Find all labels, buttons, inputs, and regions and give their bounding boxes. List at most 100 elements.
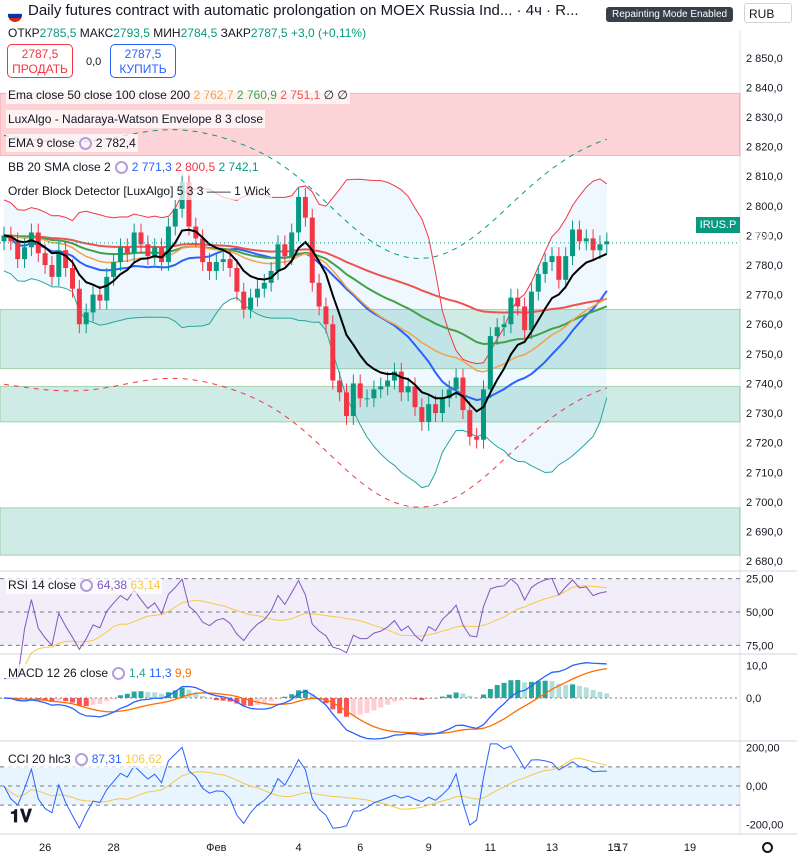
legend-cci[interactable]: CCI 20 hlc3 87,31 106,62 [6, 750, 164, 768]
y-tick-label: 2 710,0 [746, 467, 783, 479]
visibility-icon[interactable] [78, 137, 92, 150]
candle-body [22, 247, 28, 260]
y-tick-label: 2 700,0 [746, 497, 783, 509]
candle-body [8, 235, 14, 242]
cci-y-tick-label: -200,00 [746, 819, 783, 831]
candle-body [583, 238, 589, 242]
candle-body [275, 244, 281, 271]
settings-icon[interactable] [762, 842, 773, 853]
candle-body [200, 238, 206, 263]
visibility-icon[interactable] [112, 667, 126, 680]
macd-hist-bar [583, 687, 589, 698]
candle-body [446, 389, 452, 399]
ema9-line [3, 228, 608, 413]
y-tick-label: 2 690,0 [746, 527, 783, 539]
candle-body [56, 250, 62, 277]
macd-hist-bar [528, 681, 534, 698]
candle-body [494, 327, 500, 337]
candle-body [282, 244, 288, 257]
legend-nadaraya[interactable]: LuxAlgo - Nadaraya-Watson Envelope 8 3 c… [6, 110, 266, 128]
candle-body [63, 250, 69, 268]
russia-flag-icon [8, 8, 22, 22]
y-tick-label: 2 830,0 [746, 112, 783, 124]
legend-ema-triple[interactable]: Ema close 50 close 100 close 200 2 762,7… [6, 86, 350, 104]
candle-body [152, 247, 158, 257]
visibility-icon[interactable] [80, 579, 94, 592]
candle-body [522, 306, 528, 331]
macd-hist-bar [391, 698, 397, 702]
macd-hist-bar [385, 698, 391, 705]
candle-body [165, 226, 171, 263]
legend-order-block[interactable]: Order Block Detector [LuxAlgo] 5 3 3 —— … [6, 182, 273, 200]
macd-hist-bar [56, 698, 62, 701]
macd-hist-bar [460, 693, 466, 698]
x-tick-label: 17 [616, 842, 628, 854]
candle-body [261, 282, 267, 289]
macd-hist-bar [535, 681, 541, 698]
candle-body [597, 244, 603, 251]
candle-body [350, 383, 356, 417]
candle-body [289, 232, 295, 257]
macd-hist-bar [289, 694, 295, 698]
candle-body [604, 241, 610, 245]
candle-body [398, 371, 404, 393]
x-tick-label: 13 [546, 842, 558, 854]
buy-button[interactable]: 2787,5 КУПИТЬ [110, 44, 176, 78]
y-tick-label: 2 800,0 [746, 201, 783, 213]
visibility-icon[interactable] [114, 161, 128, 174]
rsi-y-tick-label: 75,00 [746, 640, 774, 652]
macd-hist-bar [563, 684, 569, 698]
legend-rsi[interactable]: RSI 14 close 64,38 63,14 [6, 576, 163, 594]
macd-hist-bar [330, 698, 336, 710]
macd-hist-bar [467, 695, 473, 698]
macd-hist-bar [556, 683, 562, 698]
candle-body [97, 294, 103, 301]
candle-body [508, 297, 514, 325]
legend-ema9[interactable]: EMA 9 close 2 782,4 [6, 134, 138, 152]
macd-hist-bar [419, 698, 425, 700]
candle-body [213, 262, 219, 271]
candle-body [70, 267, 75, 289]
candle-body [501, 324, 507, 328]
currency-select[interactable]: RUB [744, 3, 792, 23]
candle-body [131, 232, 137, 254]
macd-hist-bar [275, 698, 281, 699]
legend-macd[interactable]: MACD 12 26 close 1,4 11,3 9,9 [6, 664, 194, 682]
candle-body [234, 267, 240, 292]
macd-hist-bar [446, 694, 452, 698]
macd-hist-bar [357, 698, 363, 715]
macd-hist-bar [371, 698, 377, 711]
cci-y-tick-label: 200,00 [746, 743, 780, 755]
macd-hist-bar [70, 698, 75, 703]
candle-body [49, 265, 55, 277]
y-tick-label: 2 780,0 [746, 260, 783, 272]
y-tick-label: 2 790,0 [746, 230, 783, 242]
candle-body [535, 273, 541, 292]
candle-body [172, 208, 178, 227]
macd-hist-bar [117, 695, 123, 698]
macd-hist-bar [597, 691, 603, 698]
macd-signal-line [3, 667, 607, 735]
candle-body [15, 241, 21, 260]
candle-body [419, 407, 425, 422]
macd-hist-bar [49, 698, 55, 702]
candle-body [124, 247, 130, 254]
macd-hist-bar [193, 692, 199, 698]
macd-line [3, 662, 607, 740]
macd-hist-bar [254, 698, 260, 705]
candle-body [186, 182, 192, 227]
macd-hist-bar [439, 696, 445, 698]
sell-button[interactable]: 2787,5 ПРОДАТЬ [7, 44, 73, 78]
visibility-icon[interactable] [74, 753, 88, 766]
candle-body [42, 253, 48, 266]
chart-title[interactable]: Daily futures contract with automatic pr… [28, 2, 579, 19]
candle-body [378, 386, 384, 390]
candle-body [207, 262, 212, 271]
y-tick-label: 2 680,0 [746, 556, 783, 568]
y-tick-label: 2 820,0 [746, 142, 783, 154]
candle-body [487, 336, 493, 390]
y-tick-label: 2 730,0 [746, 408, 783, 420]
macd-hist-bar [590, 689, 596, 698]
